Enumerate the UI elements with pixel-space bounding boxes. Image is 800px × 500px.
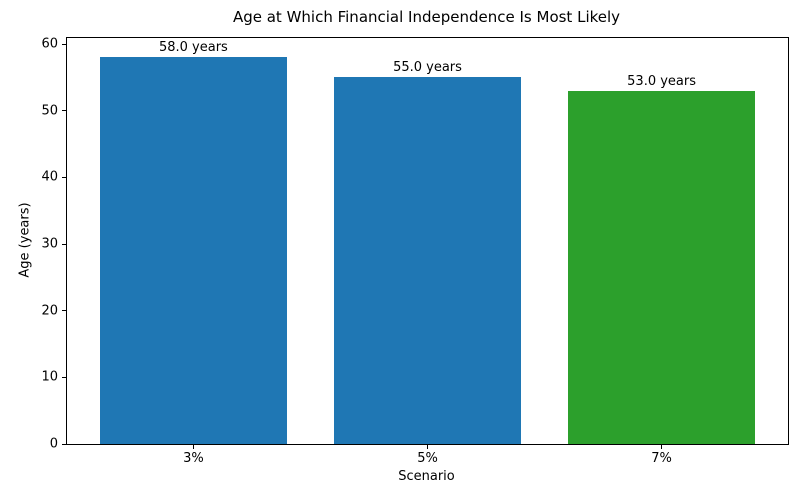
chart-title: Age at Which Financial Independence Is M… <box>232 8 621 26</box>
x-tick-label: 5% <box>417 451 438 466</box>
bar-value-label: 58.0 years <box>158 40 228 56</box>
x-tick-mark <box>661 445 663 449</box>
y-tick-mark <box>62 243 66 245</box>
y-tick-label: 50 <box>41 103 58 119</box>
x-tick-label: 3% <box>183 451 204 466</box>
y-tick-mark <box>62 376 66 378</box>
y-tick-label: 20 <box>41 303 58 319</box>
y-tick-label: 10 <box>41 369 58 385</box>
x-tick-label: 7% <box>651 451 672 466</box>
x-tick-mark <box>427 445 428 449</box>
y-tick-mark <box>62 176 66 178</box>
y-tick-mark <box>62 43 66 45</box>
y-tick-mark <box>62 310 66 312</box>
bar-value-label: 53.0 years <box>627 73 697 89</box>
bar <box>567 90 756 444</box>
bar <box>99 57 288 444</box>
x-axis-label: Scenario <box>398 469 455 484</box>
y-axis-label: Age (years) <box>17 202 33 278</box>
y-tick-label: 0 <box>49 436 58 452</box>
x-tick-mark <box>192 445 194 449</box>
y-tick-mark <box>62 443 66 445</box>
y-tick-label: 40 <box>41 169 58 185</box>
bar <box>333 77 522 444</box>
y-tick-label: 60 <box>41 36 58 52</box>
bar-value-label: 55.0 years <box>393 60 462 76</box>
y-tick-label: 30 <box>41 236 58 252</box>
plot-area: 0 10 20 30 40 50 60 58.0 years 3% 55.0 years 5% 53.… <box>41 37 789 466</box>
y-tick-mark <box>62 110 66 112</box>
